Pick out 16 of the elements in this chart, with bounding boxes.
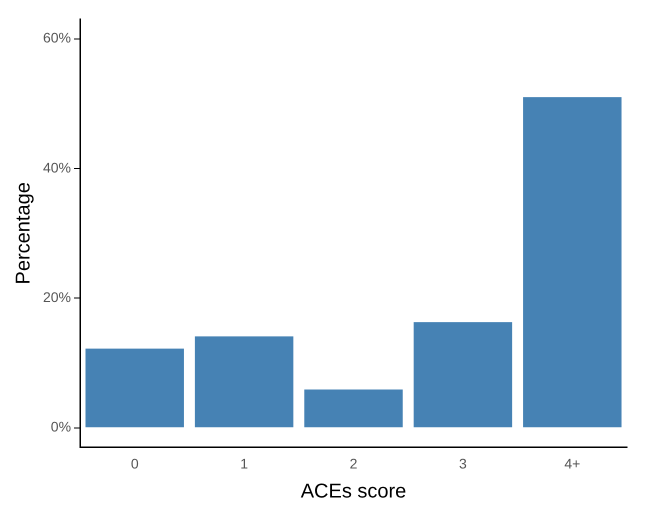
y-tick-label: 40% (42, 159, 72, 176)
bar (304, 390, 403, 428)
y-tick-label: 60% (42, 30, 72, 46)
bar (523, 97, 622, 428)
x-tick-label: 2 (350, 455, 358, 472)
y-tick-label: 0% (50, 418, 72, 435)
bar (194, 336, 294, 428)
x-tick-label: 4+ (564, 455, 580, 472)
y-tick-label: 20% (42, 288, 72, 305)
y-axis-title: Percentage (12, 182, 35, 284)
x-tick-label: 3 (459, 455, 468, 472)
bar (85, 348, 184, 428)
x-tick-label: 0 (130, 455, 139, 472)
x-axis-title: ACEs score (300, 480, 406, 503)
bar (414, 322, 512, 428)
x-tick-label: 1 (240, 455, 248, 472)
